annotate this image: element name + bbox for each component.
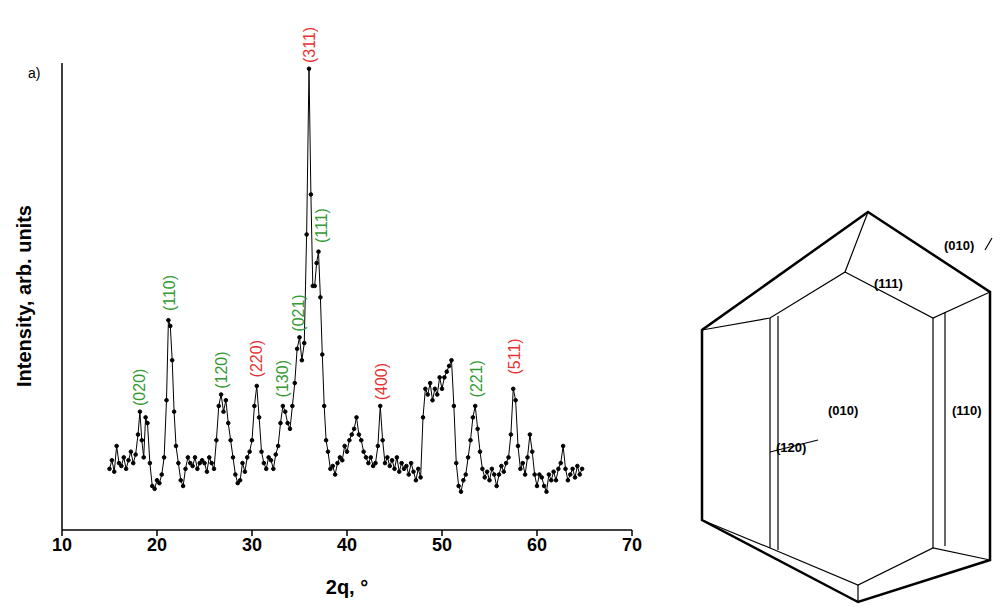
svg-text:60: 60 [527, 535, 547, 555]
svg-text:50: 50 [432, 535, 452, 555]
svg-text:(110): (110) [952, 403, 982, 418]
svg-text:(400): (400) [373, 363, 390, 400]
svg-text:(021): (021) [290, 294, 307, 331]
svg-text:40: 40 [337, 535, 357, 555]
svg-text:(010): (010) [828, 403, 858, 418]
svg-text:70: 70 [622, 535, 642, 555]
svg-text:(311): (311) [301, 27, 318, 63]
svg-text:(111): (111) [313, 208, 330, 243]
svg-text:(221): (221) [468, 360, 485, 397]
svg-text:20: 20 [147, 535, 167, 555]
svg-text:(110): (110) [161, 275, 178, 311]
svg-text:(220): (220) [248, 340, 265, 377]
svg-text:(120): (120) [776, 440, 806, 455]
svg-text:(130): (130) [274, 360, 291, 397]
svg-text:(120): (120) [213, 351, 230, 388]
svg-text:(111): (111) [874, 276, 903, 291]
svg-text:(511): (511) [506, 338, 523, 374]
svg-text:(020): (020) [131, 369, 148, 406]
svg-text:10: 10 [52, 535, 72, 555]
svg-text:30: 30 [242, 535, 262, 555]
svg-text:2q, °: 2q, ° [326, 576, 368, 598]
svg-text:Intensity, arb. units: Intensity, arb. units [13, 205, 35, 387]
svg-text:a): a) [28, 65, 40, 81]
svg-text:(010): (010) [944, 238, 974, 253]
